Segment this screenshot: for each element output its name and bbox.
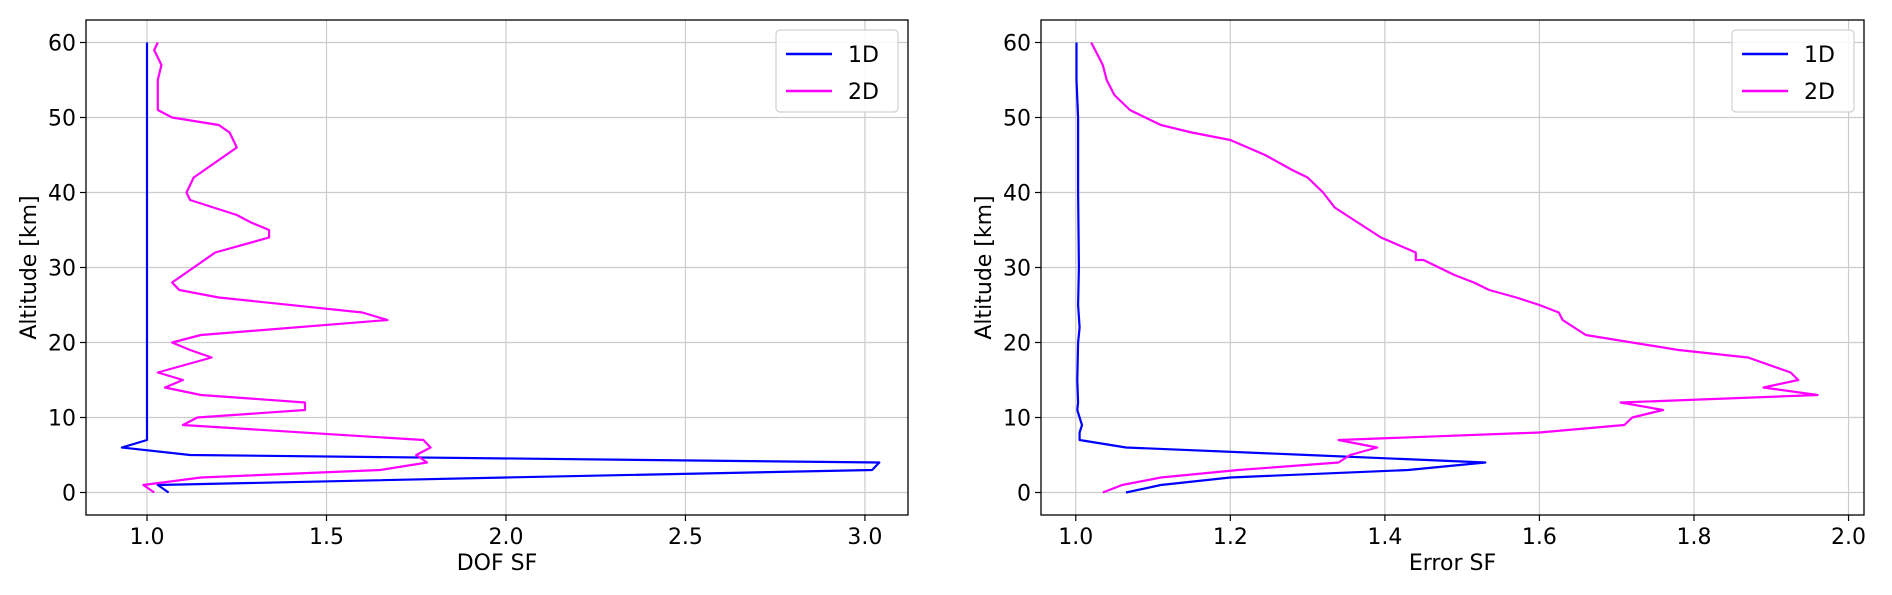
x-tick-label: 1.0: [1058, 525, 1093, 550]
legend-label-2d: 2D: [848, 80, 879, 105]
series-line-1d: [120, 42, 881, 494]
y-tick-label: 60: [1003, 32, 1031, 57]
x-tick-label: 1.6: [1522, 525, 1557, 550]
x-tick-label: 1.0: [130, 525, 165, 550]
y-axis-label: Altitude [km]: [972, 195, 997, 339]
series-line-2d: [1090, 41, 1819, 494]
y-tick-label: 10: [1003, 407, 1031, 432]
y-tick-label: 0: [1017, 482, 1031, 507]
x-tick-label: 2.5: [668, 525, 703, 550]
y-tick-label: 50: [48, 107, 76, 132]
y-tick-label: 40: [1003, 182, 1031, 207]
chart-2: 1.0 1.2 1.4 1.6 1.8 2.0 0 10 20 30 40 50 60 Error SF A…: [972, 19, 1866, 576]
x-tick-label: 1.2: [1213, 525, 1248, 550]
y-tick-label: 20: [48, 332, 76, 357]
y-tick-label: 10: [48, 407, 76, 432]
y-tick-label: 0: [62, 482, 76, 507]
x-tick-label: 2.0: [1831, 525, 1866, 550]
x-tick-label: 1.5: [309, 525, 344, 550]
series-line-2d: [142, 42, 432, 494]
y-tick-label: 60: [48, 32, 76, 57]
chart-1: 1.0 1.5 2.0 2.5 3.0 0 10 20 30 40 50 60 DOF SF Altitu…: [17, 19, 909, 576]
legend-box: [1731, 29, 1855, 113]
y-axis-label: Altitude [km]: [17, 195, 42, 339]
x-tick-label: 1.4: [1367, 525, 1402, 550]
y-tick-label: 30: [1003, 257, 1031, 282]
legend-label-1d: 1D: [1804, 43, 1835, 68]
legend-label-2d: 2D: [1804, 80, 1835, 105]
legend-box: [775, 29, 899, 113]
x-axis-label: Error SF: [1409, 551, 1496, 576]
y-tick-label: 20: [1003, 332, 1031, 357]
x-tick-label: 3.0: [847, 525, 882, 550]
x-tick-label: 2.0: [488, 525, 523, 550]
x-axis-label: DOF SF: [457, 551, 538, 576]
y-tick-label: 40: [48, 182, 76, 207]
y-tick-label: 50: [1003, 107, 1031, 132]
legend-label-1d: 1D: [848, 43, 879, 68]
y-tick-label: 30: [48, 257, 76, 282]
series-line-1d: [1075, 42, 1487, 494]
x-tick-label: 1.8: [1676, 525, 1711, 550]
